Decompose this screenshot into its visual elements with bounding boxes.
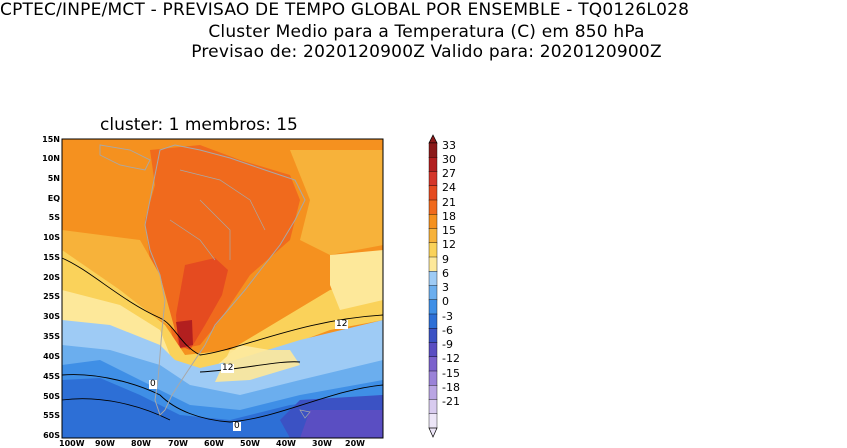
- south-america-coastline: [144, 144, 306, 416]
- lat-label: 60S: [43, 431, 60, 440]
- lat-label: 20S: [43, 273, 60, 282]
- lat-label: 55S: [43, 411, 60, 420]
- central-america-coastline: [99, 144, 151, 171]
- colorbar-segment: [428, 185, 438, 201]
- colorbar-segment: [428, 399, 438, 415]
- map-frame: [61, 138, 384, 439]
- field-atlantic-9-12: [330, 250, 383, 310]
- lat-label: 30S: [43, 312, 60, 321]
- contour-label: 12: [221, 363, 235, 373]
- colorbar-label: -12: [442, 352, 460, 366]
- lon-label: 20W: [345, 439, 365, 448]
- colorbar-label: 33: [442, 138, 456, 152]
- lon-label: 50W: [240, 439, 260, 448]
- colorbar-segment: [428, 157, 438, 173]
- lon-label: 80W: [131, 439, 151, 448]
- lat-label: EQ: [47, 194, 60, 203]
- colorbar-segment: [428, 242, 438, 258]
- colorbar-segment: [428, 413, 438, 429]
- colorbar-label: -21: [442, 395, 460, 408]
- colorbar-label: 3: [442, 281, 449, 294]
- contour-0: [62, 374, 383, 423]
- lat-label: 45S: [43, 372, 60, 381]
- colorbar-segment: [428, 356, 438, 372]
- lat-label: 50S: [43, 392, 60, 401]
- colorbar-segment: [428, 171, 438, 187]
- country-borders: [169, 169, 266, 261]
- contour-label: 12: [335, 319, 349, 329]
- colorbar-label: 9: [442, 252, 449, 266]
- colorbar-segment: [428, 342, 438, 358]
- colorbar: [428, 134, 438, 438]
- lon-label: 60W: [204, 439, 224, 448]
- field-minus9-minus6: [300, 410, 383, 438]
- colorbar-top-arrow: [428, 134, 438, 144]
- colorbar-label: 18: [442, 209, 456, 223]
- panel-title: cluster: 1 membros: 15: [100, 115, 298, 135]
- colorbar-label: -9: [442, 338, 453, 351]
- lat-label: 40S: [43, 352, 60, 361]
- colorbar-label: 0: [442, 295, 449, 309]
- colorbar-segment: [428, 214, 438, 230]
- colorbar-segment: [428, 370, 438, 386]
- colorbar-label: -18: [442, 380, 460, 394]
- colorbar-label: 30: [442, 152, 456, 166]
- header-title-line3: Previsao de: 2020120900Z Valido para: 20…: [191, 42, 662, 62]
- colorbar-segment: [428, 199, 438, 215]
- contour-label: 0: [149, 379, 157, 389]
- lat-label: 10N: [42, 154, 60, 163]
- lon-label: 90W: [95, 439, 115, 448]
- colorbar-label: 6: [442, 266, 449, 280]
- lon-label: 30W: [312, 439, 332, 448]
- colorbar-segment: [428, 328, 438, 344]
- field-la-plata-plume: [215, 350, 300, 382]
- colorbar-label: -3: [442, 309, 453, 323]
- colorbar-segment: [428, 385, 438, 401]
- colorbar-label: -6: [442, 323, 453, 337]
- colorbar-segment: [428, 256, 438, 272]
- colorbar-segment: [428, 285, 438, 301]
- lat-label: 15S: [43, 253, 60, 262]
- island-outline: [299, 409, 311, 419]
- colorbar-label: 12: [442, 238, 456, 252]
- contour-12: [62, 257, 383, 356]
- lon-label: 100W: [59, 439, 85, 448]
- lat-label: 10S: [43, 233, 60, 242]
- contour-12-south: [199, 361, 301, 373]
- contour-label: 0: [233, 421, 241, 431]
- colorbar-segments: [428, 142, 438, 429]
- header-title-line2: Cluster Medio para a Temperatura (C) em …: [208, 22, 645, 42]
- colorbar-segment: [428, 142, 438, 158]
- colorbar-bottom-arrow: [428, 427, 438, 438]
- colorbar-segment: [428, 313, 438, 329]
- colorbar-segment: [428, 299, 438, 315]
- lat-label: 25S: [43, 292, 60, 301]
- field-hot-spot: [176, 320, 193, 348]
- temperature-field: [62, 139, 383, 438]
- colorbar-label: -15: [442, 366, 460, 380]
- lon-label: 70W: [168, 439, 188, 448]
- lon-label: 40W: [276, 439, 296, 448]
- field-pacific-15-18: [62, 230, 175, 330]
- header-title-line1: CPTEC/INPE/MCT - PREVISAO DE TEMPO GLOBA…: [0, 0, 690, 20]
- lat-label: 35S: [43, 332, 60, 341]
- colorbar-segment: [428, 271, 438, 287]
- lat-label: 5S: [48, 213, 60, 222]
- colorbar-label: 21: [442, 195, 456, 209]
- colorbar-segment: [428, 228, 438, 244]
- colorbar-label: 15: [442, 224, 456, 237]
- colorbar-label: 24: [442, 181, 456, 195]
- lat-label: 15N: [42, 135, 60, 144]
- colorbar-label: 27: [442, 167, 456, 180]
- lat-label: 5N: [47, 174, 60, 183]
- field-atlantic-15-18: [290, 150, 383, 255]
